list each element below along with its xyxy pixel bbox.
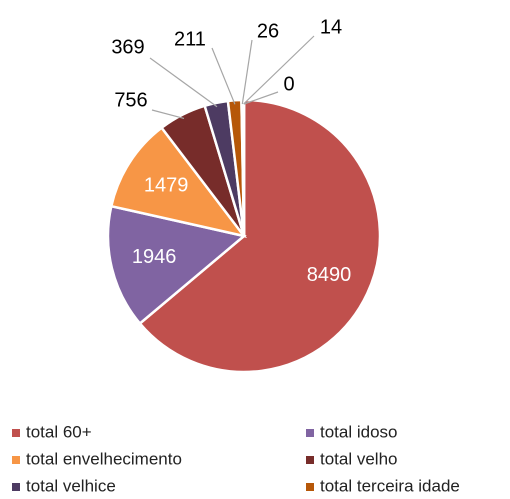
data-label: 0: [283, 73, 294, 95]
leader-line: [211, 47, 236, 105]
leader-line: [149, 57, 218, 108]
pie-slice: [106, 204, 247, 326]
legend-swatch: [12, 429, 20, 437]
data-label: 1479: [144, 174, 189, 196]
legend-swatch: [306, 483, 314, 491]
legend-label: total envelhecimento: [26, 449, 182, 468]
leader-line: [151, 109, 185, 120]
legend-label: total velhice: [26, 476, 116, 495]
legend-swatch: [306, 456, 314, 464]
legend-swatch: [12, 456, 20, 464]
pie-slice: [138, 98, 382, 374]
data-label: 756: [114, 89, 147, 111]
legend-label: total 60+: [26, 422, 92, 441]
data-label: 1946: [132, 246, 177, 268]
data-label: 211: [174, 28, 206, 50]
leader-line: [243, 35, 315, 105]
legend-swatch: [306, 429, 314, 437]
leader-line: [243, 91, 279, 105]
pie-slice: [109, 126, 248, 238]
data-label: 26: [257, 20, 279, 42]
data-label: 8490: [307, 264, 352, 286]
legend-label: total terceira idade: [320, 476, 460, 495]
data-label: 14: [320, 16, 342, 38]
legend-swatch: [12, 483, 20, 491]
data-label: 369: [111, 36, 144, 58]
leader-line: [241, 39, 253, 105]
legend-label: total velho: [320, 449, 398, 468]
legend-label: total idoso: [320, 422, 398, 441]
